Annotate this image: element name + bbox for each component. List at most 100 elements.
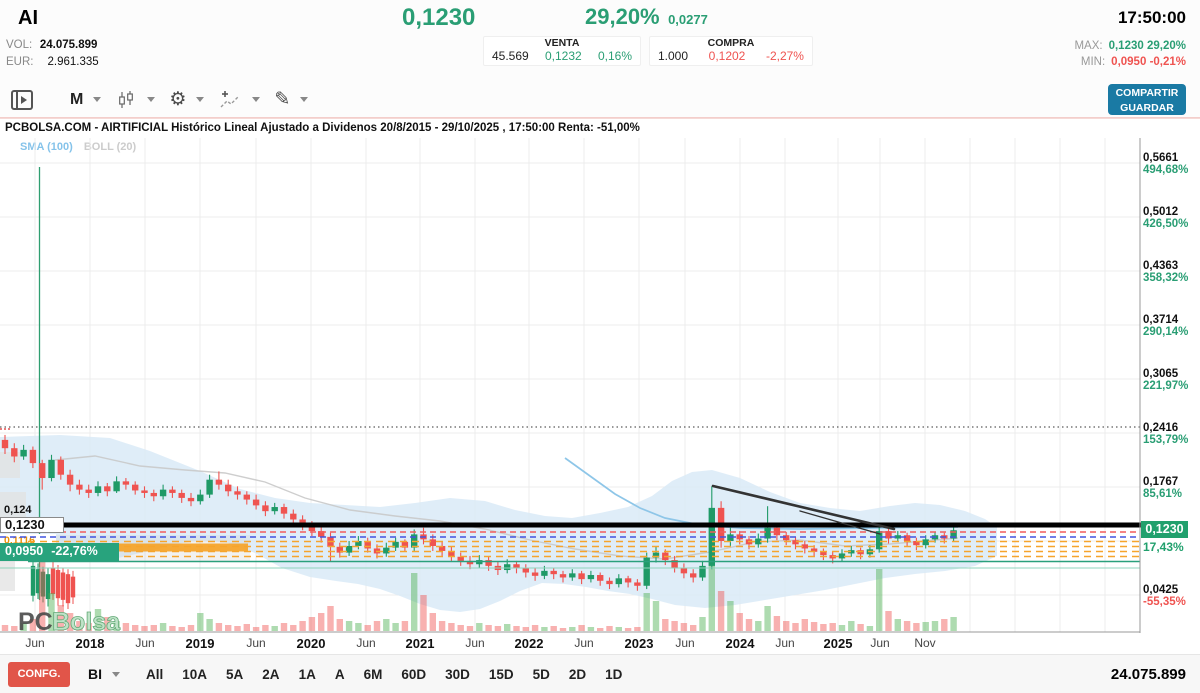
volume-bar [373, 621, 381, 631]
candle-body [94, 486, 102, 493]
x-axis-label: 2022 [514, 636, 544, 651]
interval-dropdown[interactable]: BI [88, 666, 120, 682]
volume-bar [66, 613, 74, 631]
range-button-6m[interactable]: 6M [363, 666, 383, 682]
settings-dropdown[interactable]: ⚙ [169, 89, 205, 110]
candle-body [597, 574, 604, 581]
volume-bar [1, 625, 9, 631]
volume-bar [941, 619, 948, 631]
range-button-2a[interactable]: 2A [262, 666, 280, 682]
candle-body [950, 530, 957, 539]
volume-bar [280, 623, 288, 631]
bid-percent: -2,27% [765, 49, 804, 63]
volume-bar [457, 625, 464, 631]
legend-boll[interactable]: BOLL (20) [83, 141, 137, 153]
candle-body [680, 567, 688, 574]
candle-body [364, 541, 371, 549]
volume-value: 24.075.899 [39, 39, 98, 51]
range-button-30d[interactable]: 30D [445, 666, 470, 682]
chart-type-dropdown[interactable] [115, 89, 156, 111]
volume-bar [559, 628, 567, 631]
cluster-candle [35, 569, 41, 594]
volume-bar [29, 619, 37, 631]
volume-bar [132, 625, 139, 631]
cluster-candle [50, 567, 56, 595]
cluster-candle [60, 572, 66, 600]
range-button-15d[interactable]: 15D [488, 666, 514, 682]
cluster-candle [40, 571, 46, 597]
volume-bar [290, 625, 297, 631]
max-row: MAX: 0,1230 29,20% [1074, 38, 1186, 54]
volume-bar [578, 625, 585, 631]
drawing-tools-dropdown[interactable]: ✎ [274, 89, 309, 110]
candle-body [280, 507, 288, 514]
legend-sma[interactable]: SMA (100) [20, 141, 73, 153]
x-axis-label: Jun [246, 636, 266, 650]
volume-bar [801, 619, 808, 631]
chevron-down-icon [300, 97, 309, 102]
volume-bar [48, 593, 55, 631]
range-button-2d[interactable]: 2D [568, 666, 587, 682]
volume-bar [159, 623, 167, 631]
chevron-down-icon [252, 97, 261, 102]
candle-body [578, 573, 585, 580]
range-button-5d[interactable]: 5D [532, 666, 550, 682]
range-button-all[interactable]: All [146, 666, 164, 682]
range-button-60d[interactable]: 60D [401, 666, 427, 682]
candle-body [783, 535, 790, 541]
bollinger-mid-line [54, 455, 959, 560]
volume-bar [866, 626, 874, 631]
candle-body [643, 557, 650, 586]
range-button-1a[interactable]: 1A [298, 666, 316, 682]
volume-bar [122, 623, 130, 631]
volume-bar [206, 619, 213, 631]
volume-bar [624, 628, 632, 631]
volume-bar [355, 623, 362, 631]
candle-body [438, 545, 446, 551]
volume-bar [848, 621, 855, 631]
volume-bar [234, 626, 241, 631]
candle-body [113, 481, 120, 492]
candle-body [132, 484, 139, 491]
volume-bar [11, 626, 18, 631]
side-panel-toggle-button[interactable] [10, 88, 34, 112]
bid-card: COMPRA 1.000 0,1202 -2,27% [649, 36, 813, 66]
candle-body [29, 449, 37, 464]
candle-body [234, 491, 241, 495]
edge-artifact [0, 452, 20, 478]
volume-bar [810, 622, 818, 631]
volume-bar [550, 626, 557, 631]
volume-bar [504, 624, 511, 631]
range-button-1d[interactable]: 1D [605, 666, 623, 682]
candle-body [20, 449, 27, 457]
range-button-a[interactable]: A [334, 666, 345, 682]
volume-bar [671, 621, 678, 631]
candle-body [1, 439, 9, 449]
volume-bar [113, 621, 120, 631]
config-button[interactable]: CONFG. [8, 661, 70, 687]
change-absolute: 0,0277 [668, 12, 708, 27]
candle-body [187, 497, 195, 502]
session-volume: 24.075.899 [1110, 665, 1186, 683]
volume-bar [885, 611, 892, 631]
candle-body [271, 507, 278, 512]
add-indicator-dropdown[interactable] [218, 88, 261, 112]
timeframe-letter: M [70, 90, 84, 108]
timeframe-dropdown[interactable]: M [48, 90, 102, 109]
volume-bar [225, 625, 232, 631]
range-button-10a[interactable]: 10A [182, 666, 208, 682]
volume-bar [299, 621, 306, 631]
volume-bar [652, 601, 660, 631]
range-button-5a[interactable]: 5A [226, 666, 244, 682]
header: AI 0,1230 29,20% 0,0277 17:50:00 VOL: 24… [0, 0, 1200, 82]
y-axis-label: 0,3714 290,14% [1143, 314, 1189, 338]
volume-bar [773, 616, 781, 631]
volume-bar [745, 619, 753, 631]
share-save-button[interactable]: COMPARTIR GUARDAR [1108, 84, 1186, 115]
y-axis-label: 0,0425 -55,35% [1143, 584, 1186, 608]
candle-body [652, 552, 660, 558]
candlestick-icon [119, 90, 134, 108]
x-axis-label: 2018 [75, 636, 105, 651]
candle-body [773, 527, 781, 536]
